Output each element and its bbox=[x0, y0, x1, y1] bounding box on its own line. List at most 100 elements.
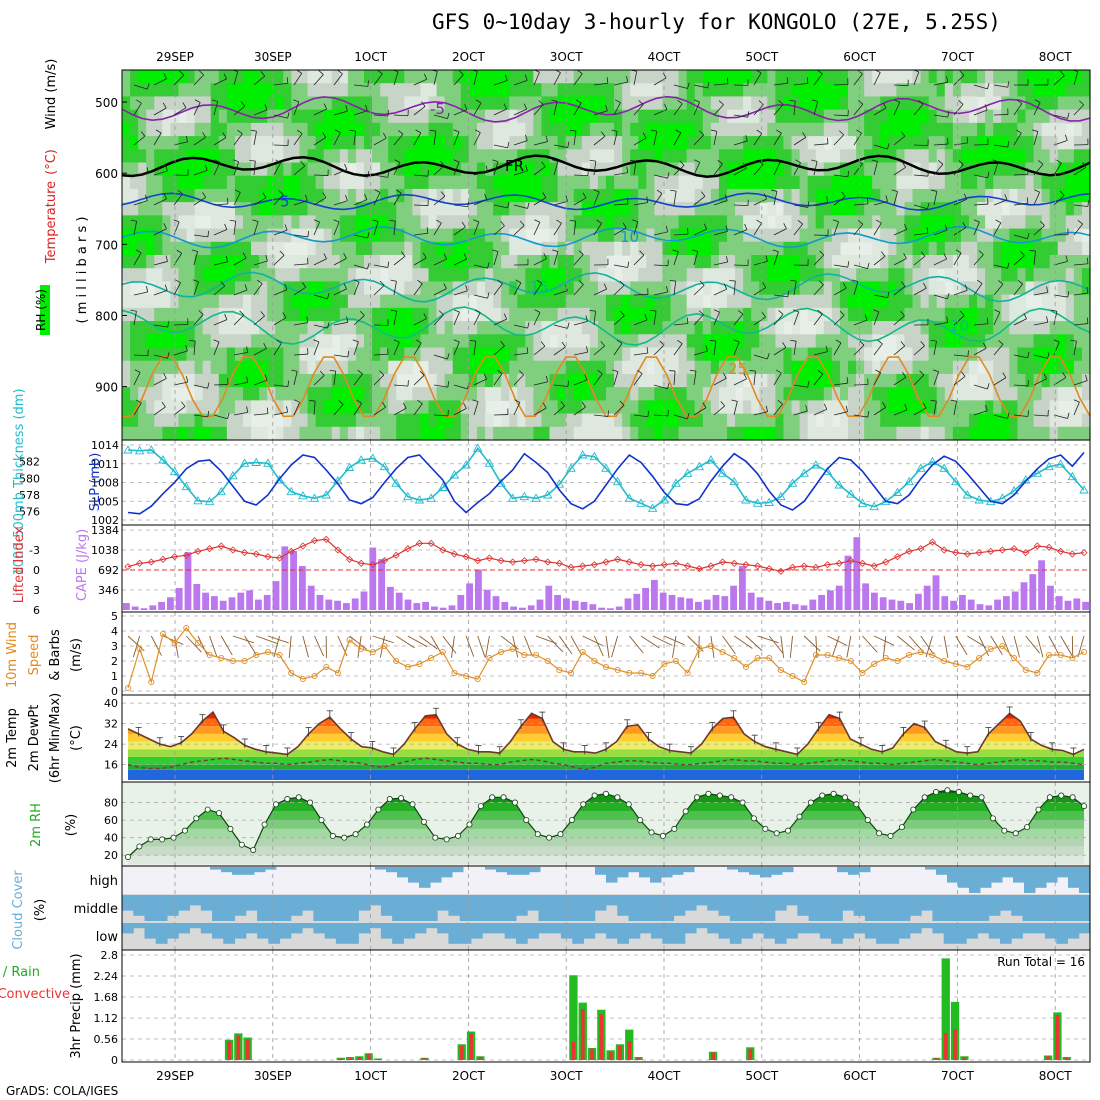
rh-cell bbox=[146, 228, 155, 243]
wind-barb bbox=[813, 284, 824, 296]
rh-cell bbox=[444, 413, 454, 428]
wind-barb bbox=[933, 258, 947, 266]
rh-cell bbox=[331, 228, 341, 243]
rh-cell bbox=[331, 70, 341, 84]
rh-cell bbox=[355, 162, 365, 177]
rh-cell bbox=[460, 175, 470, 190]
rh-cell bbox=[525, 387, 534, 401]
wind-barb-flag bbox=[777, 399, 783, 405]
wind-barb-flag bbox=[367, 80, 369, 87]
rh-cell bbox=[1025, 426, 1035, 441]
rh-cell bbox=[864, 136, 873, 150]
rh-cell bbox=[815, 360, 825, 375]
wind-barb-flag bbox=[756, 219, 762, 224]
wind-barb bbox=[853, 73, 863, 86]
wind-barb bbox=[813, 101, 819, 116]
rh-cell bbox=[210, 334, 220, 349]
wind-barb-flag bbox=[656, 189, 663, 194]
rh-cell bbox=[839, 347, 849, 362]
wind10-barb bbox=[419, 635, 438, 650]
rh-cell bbox=[589, 70, 599, 84]
wind-barb bbox=[1053, 260, 1068, 266]
rh-cell bbox=[1065, 109, 1075, 124]
wind-barb-flag bbox=[930, 189, 937, 192]
rh-cell bbox=[347, 360, 357, 375]
cape-bar bbox=[651, 579, 658, 610]
wind-barb bbox=[433, 354, 448, 360]
rh-cell bbox=[807, 149, 817, 164]
rh-cell bbox=[969, 149, 978, 164]
isotherm-15 bbox=[121, 271, 1091, 303]
rh-cell bbox=[1049, 334, 1059, 349]
rh-cell bbox=[694, 347, 704, 362]
rh-cell bbox=[468, 360, 478, 375]
rh-cell bbox=[372, 360, 381, 375]
rh-cell bbox=[186, 96, 196, 111]
series-slp bbox=[127, 451, 1085, 515]
rh-cell bbox=[460, 360, 470, 375]
rh-cell bbox=[686, 268, 696, 283]
rh-cell bbox=[267, 228, 276, 243]
wind-barb-flag bbox=[567, 380, 569, 387]
thickness-point bbox=[507, 493, 518, 502]
wind-barb-flag bbox=[429, 129, 436, 132]
wind-barb-flag bbox=[500, 220, 505, 227]
wind-barb bbox=[133, 102, 142, 116]
wind-barb bbox=[513, 80, 528, 86]
wind10-barb bbox=[465, 635, 475, 657]
wind10-barb bbox=[1060, 635, 1073, 656]
wind-barb bbox=[753, 198, 767, 206]
wind-barb-flag bbox=[786, 77, 789, 84]
lifted-index-point bbox=[485, 554, 493, 562]
rh-cell bbox=[444, 281, 454, 296]
rh-cell bbox=[1001, 307, 1010, 322]
rh-cell bbox=[614, 241, 623, 256]
rh-cell bbox=[573, 162, 583, 177]
rh-cell bbox=[234, 334, 244, 349]
rh-cell bbox=[1049, 241, 1059, 256]
rh-cell bbox=[936, 122, 946, 137]
rh-cell bbox=[694, 162, 704, 177]
rh-cell bbox=[251, 294, 260, 309]
rh-cell bbox=[122, 83, 131, 98]
rh-cell bbox=[977, 215, 986, 230]
rh-cell bbox=[743, 387, 752, 401]
wind-barb bbox=[893, 377, 906, 386]
rh-cell bbox=[130, 334, 139, 349]
rh-cell bbox=[1009, 360, 1018, 375]
rh-cell bbox=[541, 268, 551, 283]
wind-barb bbox=[353, 131, 356, 146]
rh-cell bbox=[815, 215, 825, 230]
rh-cell bbox=[1049, 413, 1059, 428]
rh-cell bbox=[1081, 149, 1091, 164]
lifted-index-point bbox=[882, 558, 890, 566]
rh-cell bbox=[347, 307, 357, 322]
rh-cell bbox=[275, 228, 284, 243]
rh-cell bbox=[355, 281, 365, 296]
rh-cell bbox=[702, 215, 712, 230]
rh-cell bbox=[799, 294, 809, 309]
rh-cell bbox=[743, 70, 752, 84]
wind-barb bbox=[513, 140, 528, 146]
wind-barb-flag bbox=[423, 313, 427, 319]
wind-barb-flag bbox=[749, 370, 756, 372]
rh-cell bbox=[122, 70, 131, 84]
rh-cell bbox=[420, 268, 430, 283]
thickness-point bbox=[484, 458, 495, 467]
rh-cell bbox=[735, 215, 744, 230]
rh-cell bbox=[154, 347, 163, 362]
rh-cell bbox=[872, 294, 881, 309]
wind-barb-flag bbox=[329, 369, 336, 372]
rh-cell bbox=[807, 202, 817, 216]
rh-cell bbox=[178, 281, 188, 296]
rh-cell bbox=[404, 83, 413, 98]
rh-cell bbox=[831, 188, 841, 203]
rh-cell bbox=[646, 215, 655, 230]
rh-cell bbox=[622, 175, 631, 190]
rh-cell bbox=[831, 347, 841, 362]
rh-cell bbox=[920, 188, 930, 203]
rh-cell bbox=[1025, 321, 1035, 335]
rh-cell bbox=[597, 334, 607, 349]
rh-cell bbox=[452, 109, 462, 124]
rh-cell bbox=[267, 347, 276, 362]
